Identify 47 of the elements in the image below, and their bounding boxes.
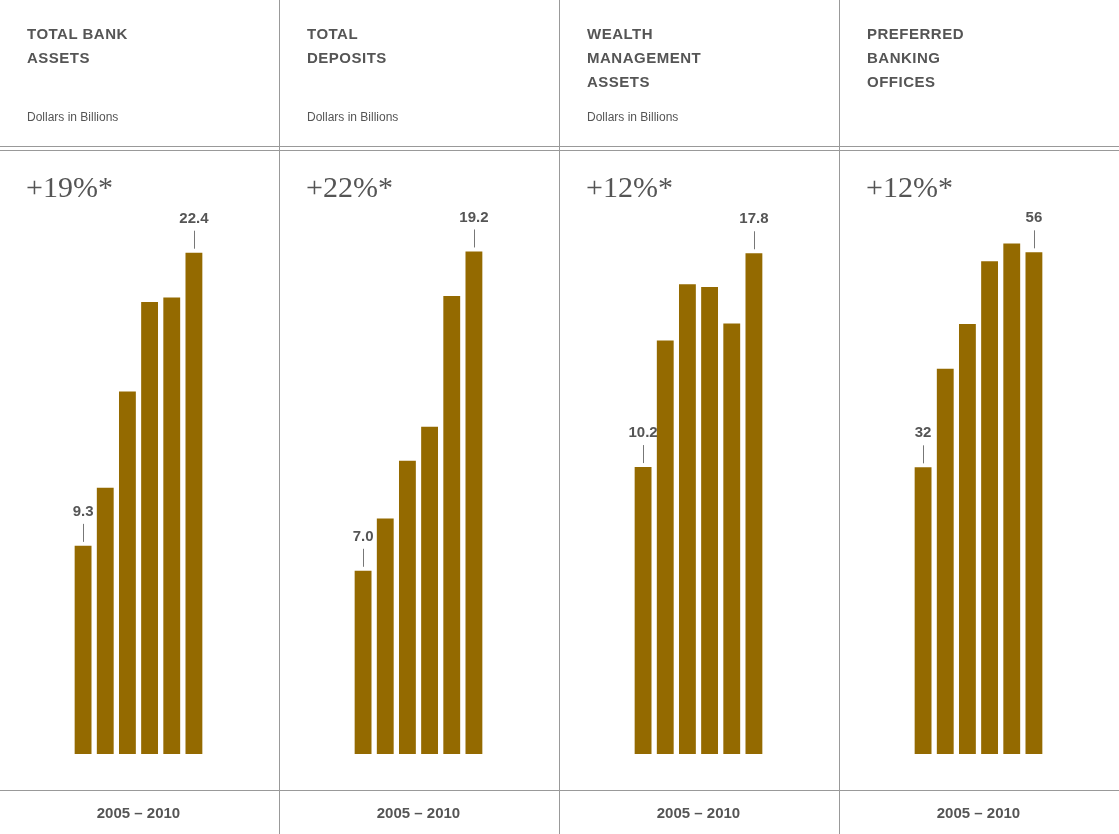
data-label: 32	[914, 423, 932, 441]
bar	[936, 368, 954, 754]
x-axis-title: 2005 – 2010	[375, 804, 462, 821]
chart-subtitle: Dollars in Billions	[307, 110, 399, 124]
bar	[634, 467, 652, 754]
data-label: 9.3	[72, 502, 94, 520]
bar	[678, 284, 696, 754]
x-axis-title: 2005 – 2010	[935, 804, 1022, 821]
bar	[958, 324, 976, 754]
bar	[163, 297, 181, 754]
data-label: 56	[1025, 208, 1043, 226]
bar	[421, 426, 439, 754]
x-axis-title: 2005 – 2010	[95, 804, 182, 821]
data-label: 17.8	[739, 209, 769, 227]
data-label: 10.2	[628, 423, 658, 441]
bar	[354, 570, 372, 754]
chart-title: TOTAL DEPOSITS	[307, 24, 388, 68]
bar	[656, 340, 674, 754]
bar	[745, 253, 763, 754]
bar	[74, 545, 92, 754]
bar	[723, 323, 741, 754]
data-label: 19.2	[459, 207, 489, 225]
bar	[96, 487, 114, 754]
bar	[376, 518, 394, 754]
bar	[398, 460, 416, 754]
bar	[1025, 252, 1043, 754]
bar	[443, 295, 461, 754]
bar	[914, 467, 932, 754]
bar	[1003, 243, 1021, 754]
data-label: 22.4	[179, 208, 210, 226]
bar	[185, 252, 203, 754]
chart-subtitle: Dollars in Billions	[587, 110, 679, 124]
bar	[465, 251, 483, 754]
bar	[141, 301, 159, 754]
bar	[701, 287, 719, 754]
chart-title: WEALTH MANAGEMENT ASSETS	[587, 24, 703, 92]
annotation: +12%*	[866, 169, 953, 203]
chart-subtitle: Dollars in Billions	[27, 110, 119, 124]
data-label: 7.0	[352, 526, 374, 544]
annotation: +12%*	[586, 169, 673, 203]
x-axis-title: 2005 – 2010	[655, 804, 742, 821]
annotation: +19%*	[26, 169, 113, 203]
annotation: +22%*	[306, 169, 393, 203]
bar	[118, 391, 136, 754]
chart-title: PREFERRED BANKING OFFICES	[867, 24, 965, 92]
chart-title: TOTAL BANK ASSETS	[27, 24, 129, 68]
bar	[981, 261, 999, 754]
